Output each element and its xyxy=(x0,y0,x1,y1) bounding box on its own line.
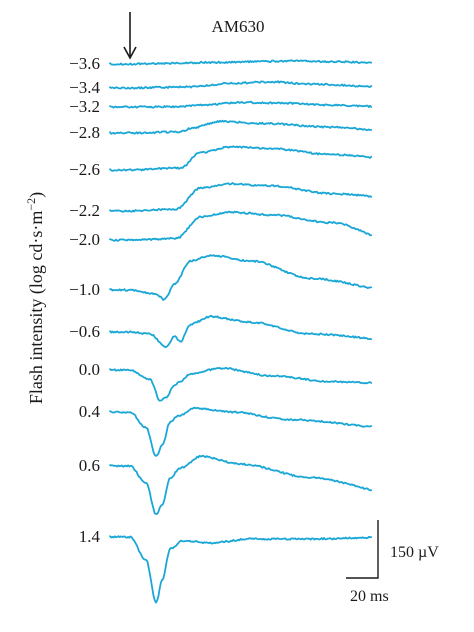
trace-line xyxy=(109,182,373,213)
intensity-label: −3.2 xyxy=(69,97,100,116)
trace-line xyxy=(109,80,373,90)
intensity-label: −1.0 xyxy=(69,280,100,299)
intensity-label: 0.0 xyxy=(79,360,100,379)
amplitude-scale-label: 150 µV xyxy=(390,544,439,561)
intensity-label: 1.4 xyxy=(79,527,101,546)
intensity-label: −2.6 xyxy=(69,160,100,179)
chart-title: AM630 xyxy=(212,17,265,36)
trace-line xyxy=(109,210,373,242)
traces-group xyxy=(109,59,373,604)
trace-line xyxy=(109,254,373,301)
trace-line xyxy=(109,535,373,604)
intensity-label: −3.6 xyxy=(69,54,100,73)
time-scale-label: 20 ms xyxy=(350,588,389,605)
stimulus-arrow xyxy=(123,12,137,60)
trace-line xyxy=(109,314,373,349)
intensity-labels-group: −3.6 −3.4−3.2 −2.8 −2.6 −2.2 −2.0 −1.0 −0.6 0.0 0… xyxy=(69,54,100,546)
trace-line xyxy=(109,366,373,402)
trace-line xyxy=(109,100,373,109)
trace-line xyxy=(109,119,373,135)
y-axis-label: Flash intensity (log cd·s·m−2) xyxy=(24,192,47,404)
scale-bar: 150 µV 20 ms xyxy=(346,520,439,605)
trace-line xyxy=(109,406,373,457)
intensity-label: −3.4 xyxy=(69,78,100,97)
intensity-label: 0.6 xyxy=(79,456,100,475)
trace-line xyxy=(109,454,373,515)
intensity-label: 0.4 xyxy=(79,402,101,421)
intensity-label: −2.8 xyxy=(69,123,100,142)
intensity-label: −2.0 xyxy=(69,230,100,249)
trace-line xyxy=(109,59,373,66)
trace-line xyxy=(109,145,373,172)
intensity-label: −0.6 xyxy=(69,322,100,341)
intensity-label: −2.2 xyxy=(69,201,100,220)
